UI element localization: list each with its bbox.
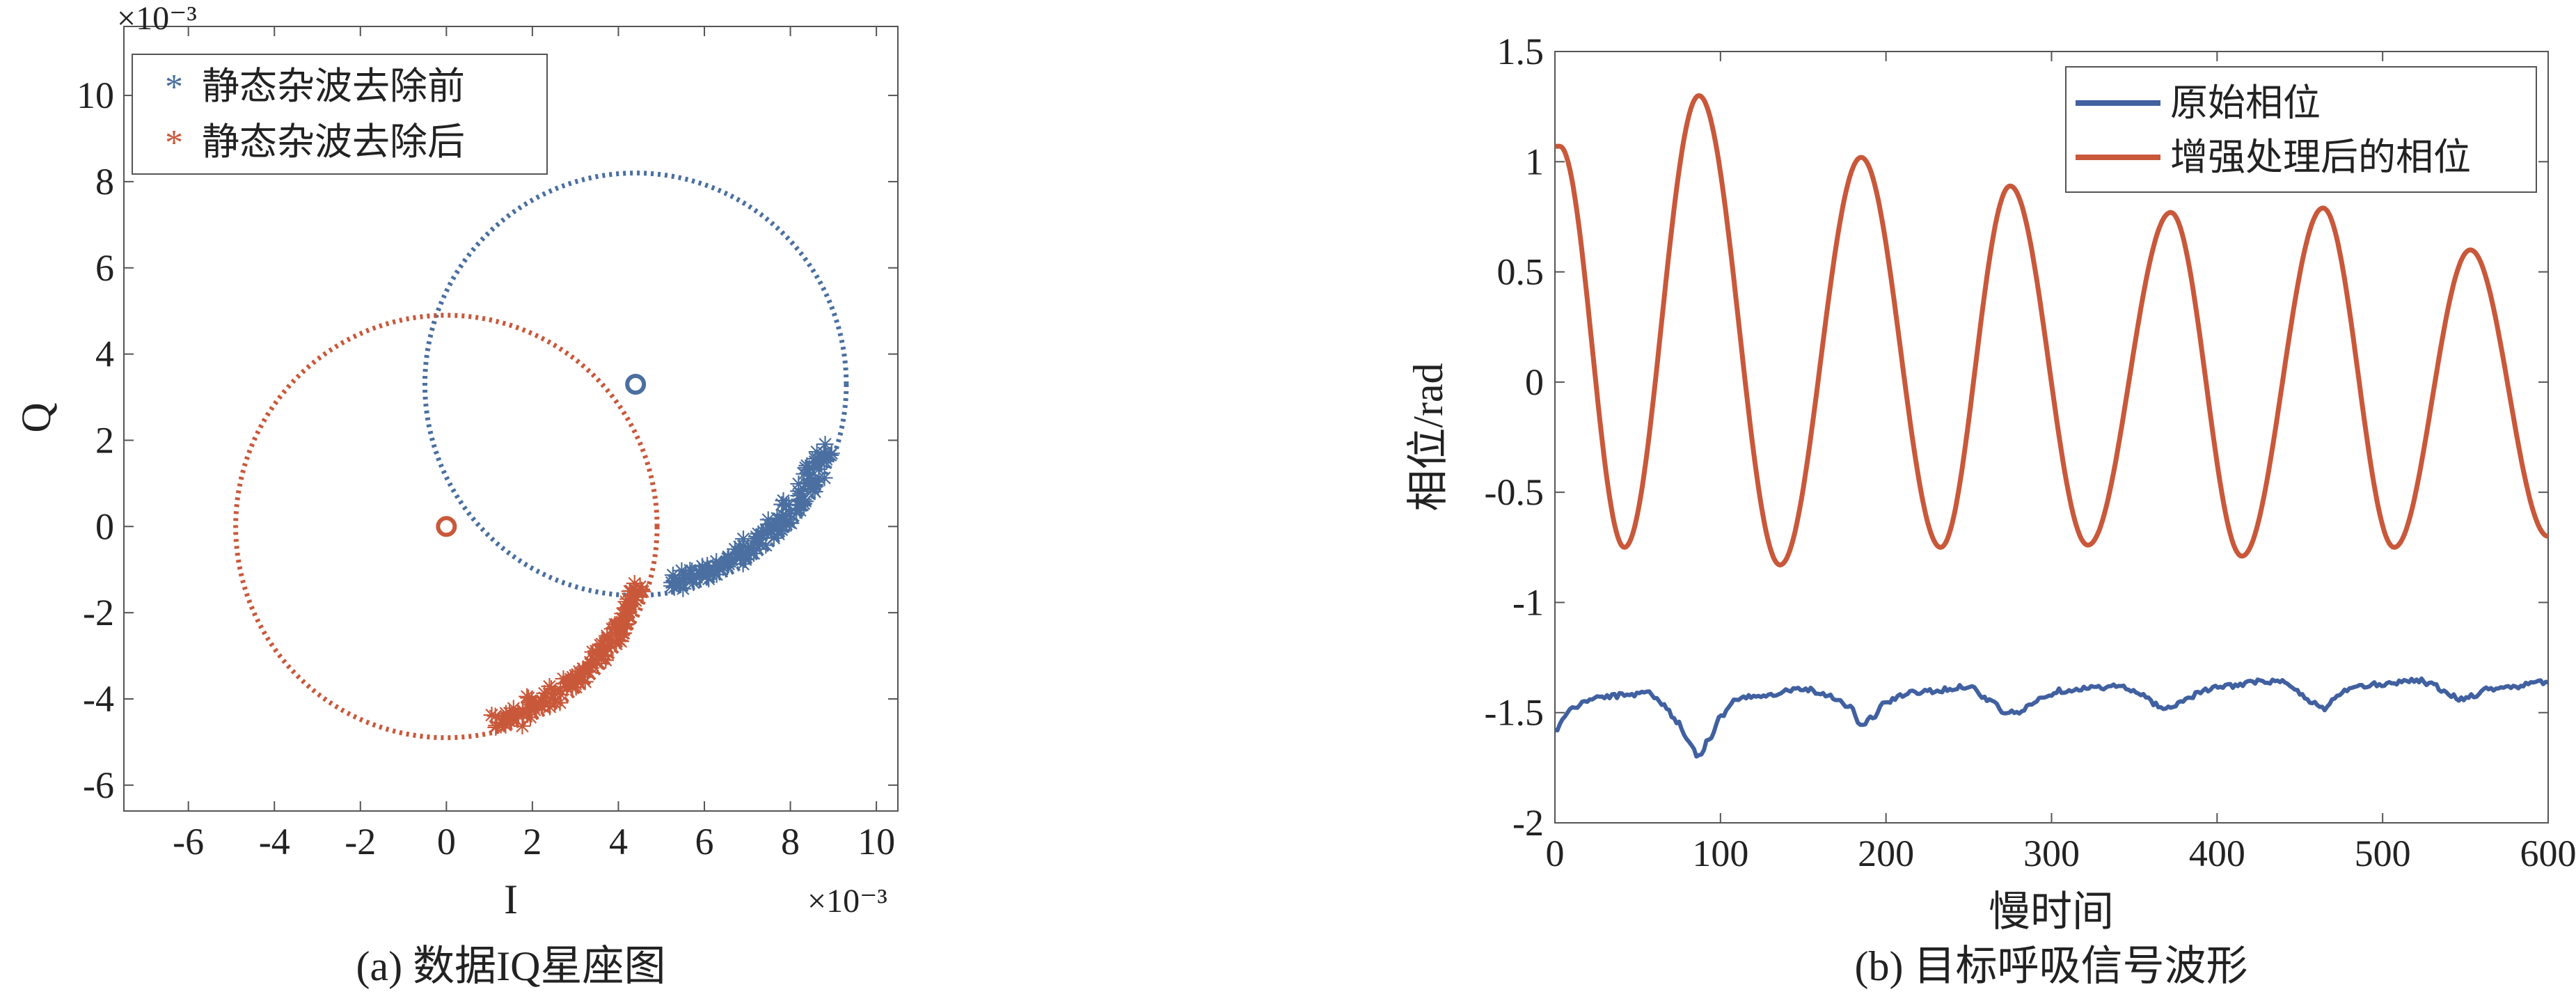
iq-y-tick-label: -4 <box>83 678 114 720</box>
asterisk-stroke <box>722 550 735 563</box>
asterisk-stroke <box>709 559 722 573</box>
phase-y-tick-label: 1.5 <box>1497 31 1544 72</box>
iq-point-before <box>707 558 725 575</box>
asterisk-stroke <box>543 679 556 693</box>
iq-y-tick-label: 2 <box>95 419 114 461</box>
iq-y-tick-label: 10 <box>77 74 114 116</box>
phase-y-tick-label: 0 <box>1525 361 1544 403</box>
phase-x-tick-label: 200 <box>1858 833 1914 874</box>
asterisk-stroke <box>782 516 796 529</box>
phase-y-tick-label: -1.5 <box>1485 692 1544 734</box>
iq-x-tick-label: 0 <box>437 821 456 863</box>
phase-y-axis-label: 相位/rad <box>1405 363 1451 511</box>
iq-circle-center-before <box>625 373 647 395</box>
iq-axis-ticks: -6 -4 -2 0 2 4 6 8 10 -6 -4 -2 0 2 4 6 8 10 <box>77 26 898 863</box>
iq-point-before <box>816 469 833 487</box>
iq-x-tick-label: 8 <box>781 821 800 863</box>
iq-point-after <box>552 682 569 699</box>
phase-y-tick-label: -0.5 <box>1485 471 1544 513</box>
phase-line-enhanced <box>1554 93 2550 568</box>
iq-y-axis-label: Q <box>13 402 59 432</box>
phase-legend: 原始相位 增强处理后的相位 <box>2065 66 2537 193</box>
iq-x-multiplier: ×10⁻³ <box>807 883 887 920</box>
asterisk-stroke <box>553 696 567 709</box>
iq-y-multiplier: ×10⁻³ <box>117 0 197 37</box>
asterisk-stroke <box>522 691 535 704</box>
asterisk-stroke <box>818 471 831 485</box>
asterisk-stroke <box>736 532 750 546</box>
phase-legend-label-enhanced: 增强处理后的相位 <box>2170 136 2471 178</box>
phase-x-tick-label: 400 <box>2189 833 2245 874</box>
iq-legend: * 静态杂波去除前 * 静态杂波去除后 <box>132 54 548 175</box>
iq-point-before <box>770 526 787 543</box>
iq-fitted-circle-after <box>233 313 660 741</box>
iq-x-tick-label: -4 <box>259 821 290 863</box>
phase-y-tick-label: -1 <box>1512 581 1544 623</box>
iq-point-before <box>795 491 812 508</box>
asterisk-stroke <box>485 709 498 722</box>
phase-y-tick-label: 0.5 <box>1497 251 1544 293</box>
iq-x-tick-label: 4 <box>609 821 628 863</box>
iq-fitted-circle-before <box>422 171 849 598</box>
phase-axis-ticks: 0 100 200 300 400 500 600 -2 -1.5 -1 -0.5 0 0.5 1 1.5 <box>1485 31 2576 874</box>
asterisk-stroke <box>628 576 641 590</box>
phase-x-tick-label: 500 <box>2355 833 2411 874</box>
phase-waveform-chart: 0 100 200 300 400 500 600-2-1.5-1-0.500.511.5 … <box>1405 31 2576 935</box>
phase-legend-box <box>2065 66 2537 193</box>
iq-legend-marker-after: * <box>165 123 183 163</box>
asterisk-stroke <box>819 437 832 451</box>
phase-x-tick-label: 0 <box>1546 833 1565 874</box>
phase-series-lines <box>1554 93 2550 759</box>
iq-point-before <box>810 460 828 478</box>
iq-x-tick-label: 2 <box>523 821 542 863</box>
iq-constellation-chart: -6 -4 -2 0 2 4 6 8 10 -6 -4 -2 0 2 4 6 8 10 ×10⁻³ ×10⁻³ I… <box>13 0 899 922</box>
phase-line-original <box>1554 676 2549 759</box>
iq-legend-marker-before: * <box>165 68 183 107</box>
iq-y-tick-label: -6 <box>83 764 114 806</box>
iq-y-tick-label: 8 <box>95 161 114 203</box>
iq-legend-label-before: 静态杂波去除前 <box>202 65 465 107</box>
iq-y-tick-label: 4 <box>95 333 114 375</box>
iq-x-axis-label: I <box>504 876 518 922</box>
phase-x-tick-label: 100 <box>1692 833 1748 874</box>
iq-y-tick-label: -2 <box>83 592 114 633</box>
phase-y-tick-label: -2 <box>1512 802 1544 844</box>
iq-point-before <box>720 548 737 565</box>
iq-legend-box <box>132 54 548 175</box>
left-caption: (a) 数据IQ星座图 <box>356 943 666 989</box>
phase-x-tick-label: 600 <box>2520 833 2576 874</box>
iq-x-tick-label: 10 <box>858 821 895 863</box>
iq-x-tick-label: -2 <box>345 821 376 863</box>
iq-x-tick-label: 6 <box>695 821 714 863</box>
iq-legend-label-after: 静态杂波去除后 <box>202 121 465 163</box>
iq-point-before <box>734 530 752 548</box>
iq-fitted-circles <box>233 171 849 741</box>
asterisk-stroke <box>796 493 810 506</box>
phase-x-axis-label: 慢时间 <box>1989 889 2114 935</box>
right-caption: (b) 目标呼吸信号波形 <box>1855 943 2248 989</box>
iq-point-before <box>823 445 840 462</box>
asterisk-stroke <box>812 462 825 476</box>
iq-scatter-points <box>483 436 840 736</box>
iq-y-tick-label: 6 <box>95 247 114 289</box>
iq-point-after <box>626 575 643 592</box>
phase-y-tick-label: 1 <box>1525 141 1544 182</box>
iq-circle-center-after <box>436 516 457 537</box>
phase-x-tick-label: 300 <box>2023 833 2080 874</box>
iq-y-tick-label: 0 <box>95 505 114 547</box>
asterisk-stroke <box>578 675 592 688</box>
asterisk-stroke <box>633 580 647 594</box>
iq-point-before <box>816 436 834 453</box>
asterisk-stroke <box>825 447 838 460</box>
phase-legend-label-original: 原始相位 <box>2170 82 2321 124</box>
iq-x-tick-label: -6 <box>173 821 204 863</box>
asterisk-stroke <box>802 463 815 476</box>
